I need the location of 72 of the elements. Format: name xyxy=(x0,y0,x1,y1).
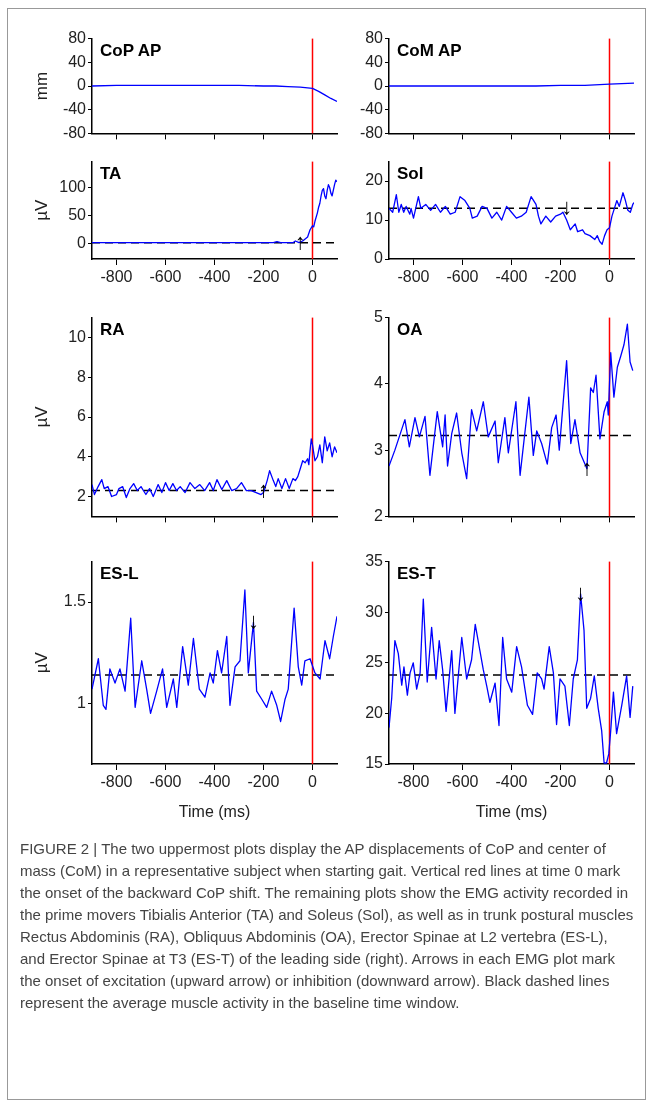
chart-title: OA xyxy=(397,319,423,339)
caption: FIGURE 2 | The two uppermost plots display the AP displacements of CoP and center of mass (CoM) in a representative subject when starting gait. Vertical red lines at time 0 mark the onset of the backward CoP shift. The remaining plots show the EMG activity recorded in the prime movers Tibialis Anterior (TA) and Soleus (Sol), as well as in trunk postural muscles Rectus Abdominis (RA), Obliquus Abdominis (OA), Erector Spinae at L2 vertebra (ES-L), and Erector Spinae at T3 (ES-T) of the leading side (right). Arrows in each EMG plot mark the onset of excitation (upward arrow) or inhibition (downward arrow). Black dashed lines represent the average muscle activity in the baseline time window. xyxy=(20,839,635,1013)
annotation: ↑ xyxy=(258,476,269,502)
x-tick-label: -400 xyxy=(495,773,528,791)
x-tick-label: -600 xyxy=(446,268,479,286)
y-tick-label: -80 xyxy=(62,123,87,141)
y-tick-label: 50 xyxy=(68,206,87,224)
y-tick-label: 8 xyxy=(77,367,87,385)
y-tick-label: 80 xyxy=(68,29,87,47)
chart-title: TA xyxy=(100,163,122,183)
y-tick-label: 5 xyxy=(374,308,384,326)
x-tick-label: -800 xyxy=(100,773,133,791)
y-axis-title: µV xyxy=(31,651,51,674)
y-tick-label: 0 xyxy=(374,76,384,94)
chart-title: RA xyxy=(100,319,125,339)
y-tick-label: 80 xyxy=(365,29,384,47)
y-tick-label: 25 xyxy=(365,653,384,671)
chart-title: CoM AP xyxy=(397,40,462,60)
y-tick-label: 10 xyxy=(68,327,87,345)
y-tick-label: 2 xyxy=(77,486,87,504)
y-tick-label: -40 xyxy=(62,100,87,118)
x-tick-label: -800 xyxy=(397,268,430,286)
y-tick-label: 35 xyxy=(365,552,384,570)
y-tick-label: -40 xyxy=(359,100,384,118)
annotation: ↑ xyxy=(294,228,306,254)
y-tick-label: 1 xyxy=(77,693,87,711)
annotation: ↓ xyxy=(575,580,587,606)
x-tick-label: -600 xyxy=(149,773,182,791)
x-tick-label: -400 xyxy=(198,268,231,286)
x-tick-label: -400 xyxy=(495,268,528,286)
y-tick-label: 20 xyxy=(365,171,384,189)
y-tick-label: 3 xyxy=(374,440,384,458)
chart-title: Sol xyxy=(397,163,424,183)
x-axis-title: Time (ms) xyxy=(475,802,548,820)
x-tick-label: -800 xyxy=(397,773,430,791)
y-tick-label: 6 xyxy=(77,407,87,425)
x-tick-label: -200 xyxy=(247,268,280,286)
x-tick-label: 0 xyxy=(308,268,318,286)
y-tick-label: 0 xyxy=(77,234,87,252)
y-tick-label: 20 xyxy=(365,703,384,721)
y-axis-title: mm xyxy=(31,71,51,101)
x-tick-label: -200 xyxy=(544,773,577,791)
y-tick-label: 0 xyxy=(77,76,87,94)
y-tick-label: -80 xyxy=(359,123,384,141)
y-tick-label: 1.5 xyxy=(63,592,87,610)
annotation: ↓ xyxy=(247,608,259,634)
y-tick-label: 40 xyxy=(365,52,384,70)
annotation: ↓ xyxy=(561,194,573,220)
y-axis-title: µV xyxy=(31,199,51,221)
y-tick-label: 2 xyxy=(374,506,384,524)
chart-title: CoP AP xyxy=(100,40,162,60)
y-tick-label: 30 xyxy=(365,602,384,620)
x-tick-label: 0 xyxy=(308,773,318,791)
x-tick-label: -800 xyxy=(100,268,133,286)
x-tick-label: -200 xyxy=(544,268,577,286)
y-tick-label: 0 xyxy=(374,249,384,267)
y-tick-label: 10 xyxy=(365,210,384,228)
y-tick-label: 15 xyxy=(365,754,384,772)
x-tick-label: -400 xyxy=(198,773,231,791)
y-tick-label: 40 xyxy=(68,52,87,70)
chart-title: ES-L xyxy=(100,563,139,583)
x-tick-label: 0 xyxy=(605,773,615,791)
y-tick-label: 100 xyxy=(59,177,87,195)
y-tick-label: 4 xyxy=(77,447,87,465)
x-axis-title: Time (ms) xyxy=(178,802,251,820)
y-axis-title: µV xyxy=(31,405,51,428)
y-tick-label: 4 xyxy=(374,374,384,392)
x-tick-label: -200 xyxy=(247,773,280,791)
x-tick-label: 0 xyxy=(605,268,615,286)
x-tick-label: -600 xyxy=(149,268,182,286)
chart-title: ES-T xyxy=(397,563,437,583)
x-tick-label: -600 xyxy=(446,773,479,791)
